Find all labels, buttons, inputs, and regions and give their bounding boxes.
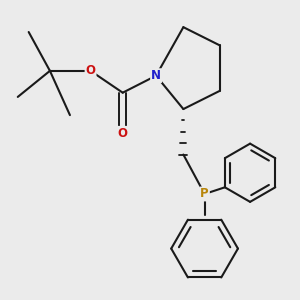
Text: O: O xyxy=(118,127,128,140)
Text: O: O xyxy=(85,64,96,77)
Text: P: P xyxy=(200,188,209,200)
Text: N: N xyxy=(151,69,161,82)
